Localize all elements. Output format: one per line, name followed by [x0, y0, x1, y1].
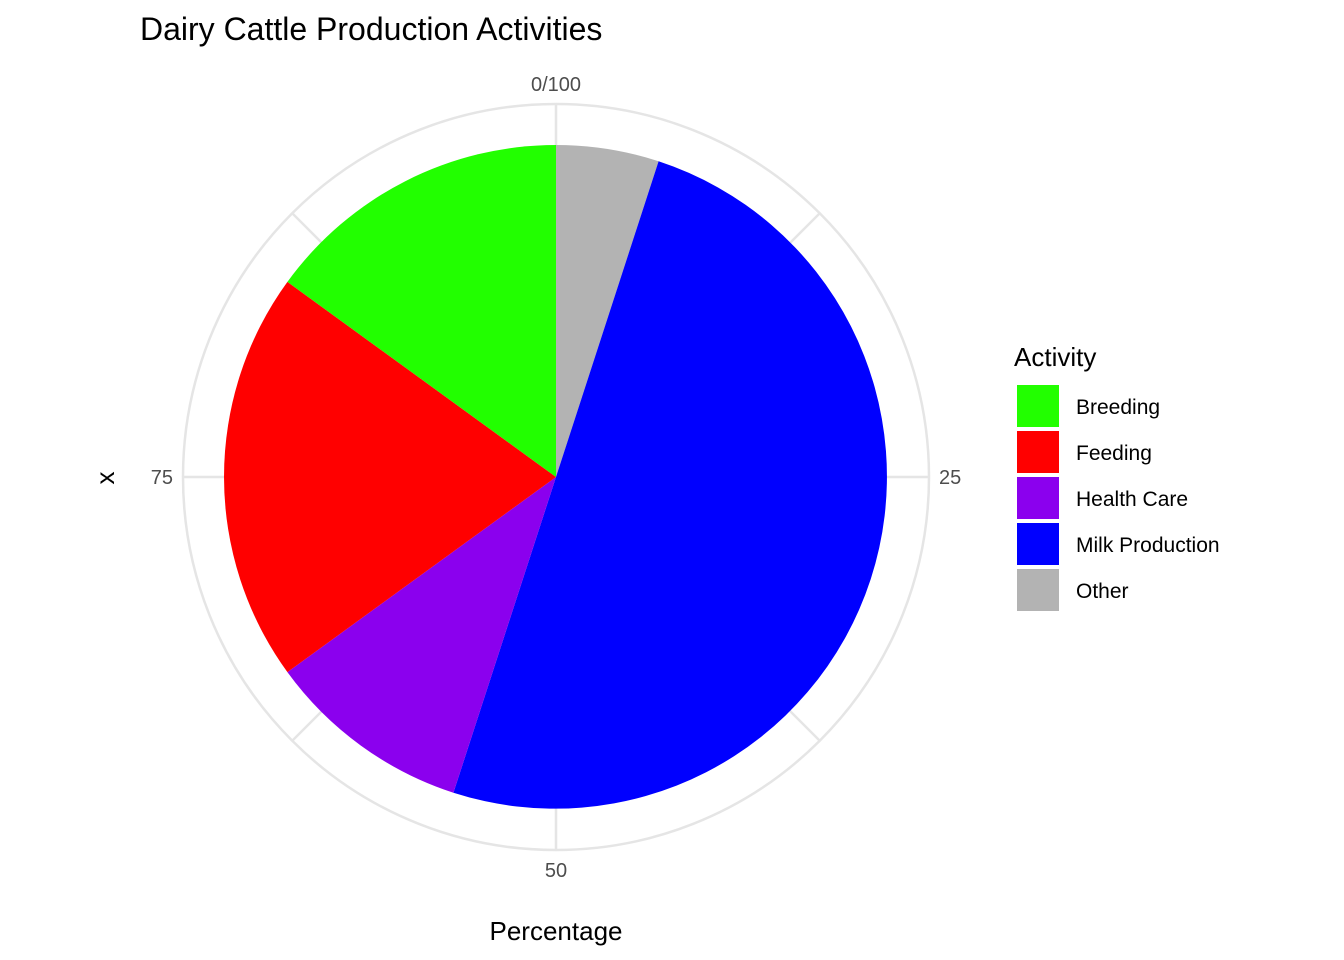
pie-slice-breeding	[287, 145, 556, 477]
legend-items: Breeding Feeding Health Care Milk Productio…	[1015, 383, 1220, 613]
legend-title: Activity	[1014, 342, 1096, 372]
legend-item-other: Other	[1015, 567, 1129, 613]
pie-slice-other	[556, 145, 659, 477]
legend-swatch	[1015, 383, 1061, 429]
pie-slices	[224, 145, 887, 809]
angle-tick-label: 25	[939, 467, 961, 489]
legend-label: Other	[1076, 580, 1129, 603]
legend-item-milk-production: Milk Production	[1015, 521, 1220, 567]
legend-item-health-care: Health Care	[1015, 475, 1188, 521]
legend: Activity Breeding Feeding Health Care Milk …	[1014, 342, 1220, 613]
pie-slice-feeding	[224, 281, 556, 673]
legend-swatch	[1015, 567, 1061, 613]
chart-title: Dairy Cattle Production Activities	[140, 11, 602, 47]
angle-tick-label: 50	[545, 860, 567, 882]
legend-swatch	[1015, 429, 1061, 475]
legend-item-breeding: Breeding	[1015, 383, 1160, 429]
x-axis-title: Percentage	[490, 916, 623, 946]
legend-label: Breeding	[1076, 396, 1160, 419]
angle-tick-label: 0/100	[531, 74, 581, 96]
pie-slice-health-care	[287, 477, 556, 793]
legend-label: Health Care	[1076, 488, 1188, 511]
legend-label: Milk Production	[1076, 534, 1220, 557]
pie-slice-milk-production	[453, 161, 887, 809]
legend-item-feeding: Feeding	[1015, 429, 1152, 475]
legend-label: Feeding	[1076, 442, 1152, 465]
legend-swatch	[1015, 521, 1061, 567]
legend-swatch	[1015, 475, 1061, 521]
angle-tick-label: 75	[151, 467, 173, 489]
angle-tick-labels: 0/100 25 50 75	[151, 74, 962, 882]
y-axis-title: x	[90, 472, 120, 485]
